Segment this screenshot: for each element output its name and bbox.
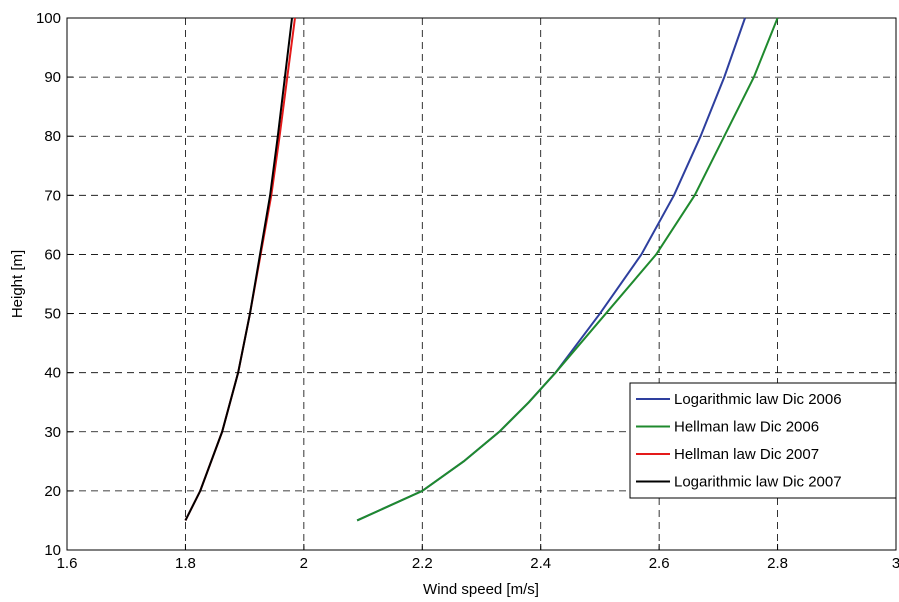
x-tick-label: 2.8 xyxy=(767,555,788,572)
y-tick-label: 40 xyxy=(44,365,61,382)
legend-label: Hellman law Dic 2007 xyxy=(674,446,819,463)
legend-label: Hellman law Dic 2006 xyxy=(674,419,819,436)
plot-frame xyxy=(66,17,897,551)
x-axis-label: Wind speed [m/s] xyxy=(423,581,539,598)
y-tick-label: 100 xyxy=(36,10,61,27)
x-tick-label: 2.2 xyxy=(412,555,433,572)
x-tick-label: 2 xyxy=(300,555,308,572)
x-tick-label: 2.6 xyxy=(649,555,670,572)
x-tick-label: 1.8 xyxy=(175,555,196,572)
y-tick-label: 30 xyxy=(44,424,61,441)
legend-label: Logarithmic law Dic 2007 xyxy=(674,474,842,491)
y-tick-label: 80 xyxy=(44,128,61,145)
y-tick-label: 10 xyxy=(44,542,61,559)
y-tick-label: 70 xyxy=(44,187,61,204)
y-axis-label: Height [m] xyxy=(9,250,26,318)
x-tick-label: 2.4 xyxy=(530,555,551,572)
legend-box xyxy=(629,382,897,499)
y-tick-label: 50 xyxy=(44,306,61,323)
y-tick-label: 60 xyxy=(44,246,61,263)
series-line xyxy=(184,17,294,521)
legend-label: Logarithmic law Dic 2006 xyxy=(674,391,842,408)
x-tick-label: 1.6 xyxy=(57,555,78,572)
series-line xyxy=(356,17,779,522)
legend: Logarithmic law Dic 2006 Hellman law Dic … xyxy=(629,382,897,499)
y-tick-label: 20 xyxy=(44,483,61,500)
y-tick-label: 90 xyxy=(44,69,61,86)
x-tick-label: 3 xyxy=(892,555,899,572)
